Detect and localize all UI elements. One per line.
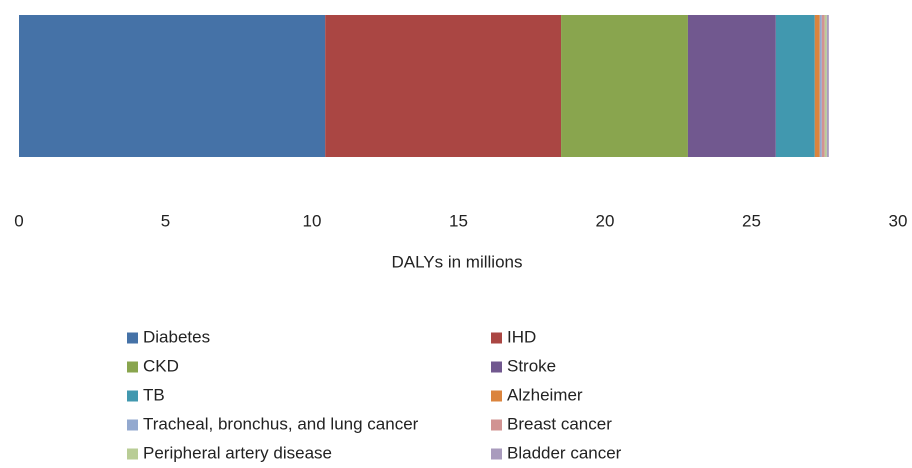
legend-swatch [127, 361, 138, 373]
bar-segment [824, 15, 827, 157]
legend-label: CKD [143, 356, 179, 375]
legend-swatch [127, 419, 138, 431]
x-tick-label: 5 [161, 211, 170, 230]
x-tick-label: 15 [449, 211, 468, 230]
legend-label: Breast cancer [507, 414, 612, 433]
legend-swatch [127, 390, 138, 402]
x-tick-label: 25 [742, 211, 761, 230]
legend-swatch [127, 448, 138, 460]
legend-label: Alzheimer [507, 385, 583, 404]
x-tick-label: 10 [303, 211, 322, 230]
legend-swatch [491, 390, 502, 402]
x-tick-label: 20 [596, 211, 615, 230]
x-tick-label: 0 [14, 211, 23, 230]
legend-label: Bladder cancer [507, 443, 622, 462]
legend-label: TB [143, 385, 165, 404]
legend-label: Stroke [507, 356, 556, 375]
bar-segment [814, 15, 820, 157]
legend-label: Diabetes [143, 327, 210, 346]
bar-segment [821, 15, 825, 157]
bar-segment [819, 15, 822, 157]
legend-label: IHD [507, 327, 536, 346]
bar-segment [775, 15, 815, 157]
x-axis-label: DALYs in millions [391, 252, 522, 271]
bar-segment [561, 15, 688, 157]
legend-swatch [491, 419, 502, 431]
legend-swatch [491, 361, 502, 373]
legend-label: Tracheal, bronchus, and lung cancer [143, 414, 419, 433]
bar-segment [687, 15, 776, 157]
bar-segment [19, 15, 326, 157]
legend-swatch [491, 448, 502, 460]
legend-label: Peripheral artery disease [143, 443, 332, 462]
legend-swatch [491, 332, 502, 344]
x-tick-label: 30 [889, 211, 908, 230]
legend-swatch [127, 332, 138, 344]
bar-segment [826, 15, 829, 157]
bar-segment [325, 15, 562, 157]
